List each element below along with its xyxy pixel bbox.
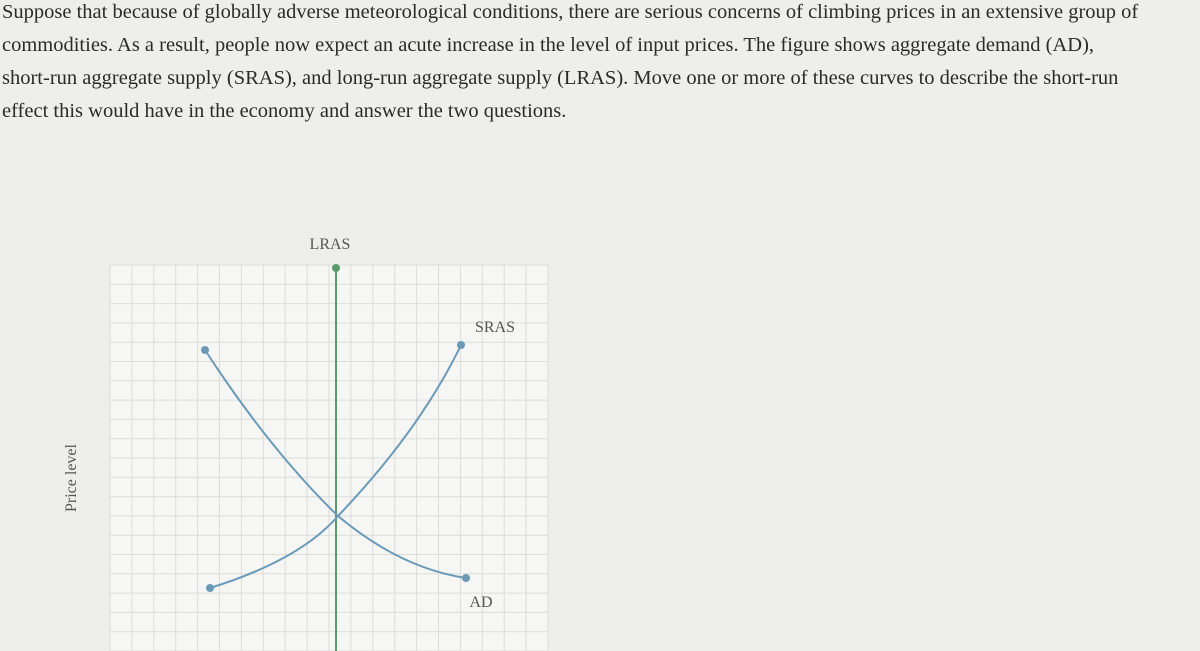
question-text: Suppose that because of globally adverse… <box>2 1 1139 122</box>
lras-label: LRAS <box>310 236 351 253</box>
y-axis-label: Price level <box>63 443 80 512</box>
grid <box>109 264 549 651</box>
sras-label: SRAS <box>475 319 515 336</box>
lras-curve[interactable]: LRAS <box>310 236 351 651</box>
ad-label: AD <box>469 594 492 611</box>
ad-curve[interactable]: AD <box>201 346 493 611</box>
